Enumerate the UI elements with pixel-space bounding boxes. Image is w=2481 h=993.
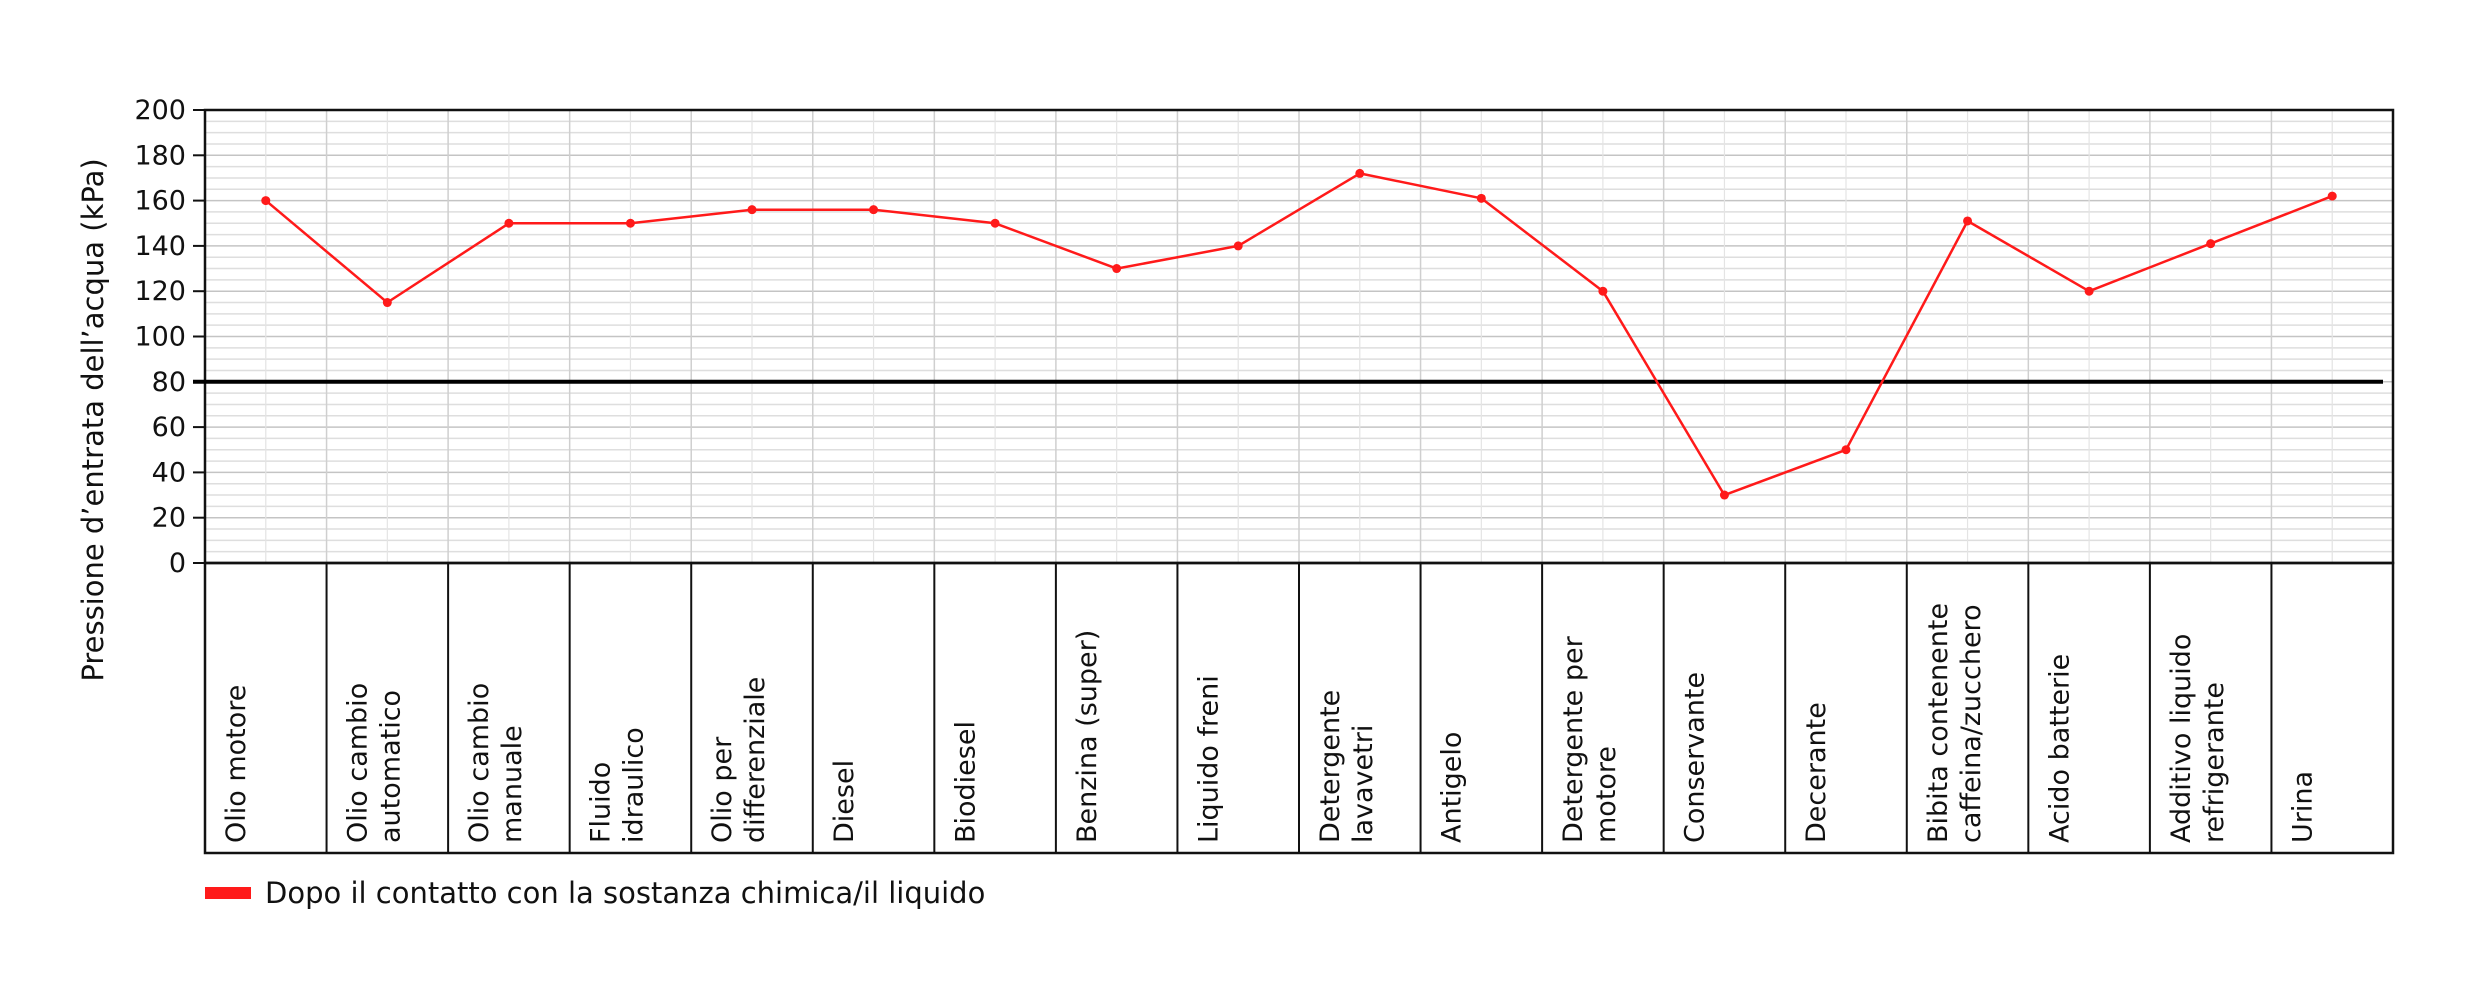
category-label-line: Conservante: [1680, 672, 1711, 843]
y-tick-label: 200: [134, 95, 186, 126]
data-point: [261, 196, 271, 206]
y-tick-label: 140: [134, 231, 186, 262]
data-point: [2206, 239, 2216, 249]
y-tick-label: 80: [152, 367, 186, 398]
y-tick-label: 160: [134, 186, 186, 217]
y-tick-label: 20: [152, 503, 186, 534]
category-label: Olio cambiomanuale: [464, 683, 528, 843]
category-label: Detergente permotore: [1558, 635, 1622, 843]
legend-label: Dopo il contatto con la sostanza chimica…: [265, 876, 985, 910]
category-label-line: Detergente per: [1558, 635, 1589, 843]
y-tick-label: 100: [134, 322, 186, 353]
category-label-line: Fluido: [586, 762, 617, 843]
data-point: [1719, 490, 1729, 500]
category-label-line: Additivo liquido: [2166, 634, 2197, 843]
data-point: [382, 298, 392, 308]
category-label-line: Acido batterie: [2044, 654, 2075, 843]
category-label-line: motore: [1591, 746, 1622, 843]
data-point: [1233, 241, 1243, 251]
category-label: Additivo liquidorefrigerante: [2166, 634, 2230, 843]
y-tick-label: 60: [152, 412, 186, 443]
category-label-line: Olio cambio: [464, 683, 495, 843]
category-label-line: automatico: [376, 690, 407, 843]
category-label-line: Olio cambio: [343, 683, 374, 843]
category-label-line: Diesel: [829, 760, 860, 843]
category-label-line: Olio per: [707, 736, 738, 843]
series-line: [264, 172, 2333, 497]
category-label-line: Decerante: [1801, 702, 1832, 843]
data-point: [869, 205, 879, 215]
data-point: [747, 205, 757, 215]
y-axis-label: Pressione d’entrata dell’acqua (kPa): [76, 158, 110, 681]
data-point: [1112, 264, 1122, 274]
category-label-line: Liquido freni: [1193, 675, 1224, 843]
category-label-line: Benzina (super): [1072, 630, 1103, 843]
category-label-line: lavavetri: [1348, 725, 1379, 843]
category-label-line: refrigerante: [2199, 682, 2230, 843]
category-label: Antigelo: [1437, 732, 1468, 843]
category-label: Biodiesel: [950, 721, 981, 843]
data-point: [625, 218, 635, 228]
category-label: Acido batterie: [2044, 654, 2075, 843]
data-point: [1476, 193, 1486, 203]
data-point: [2084, 286, 2094, 296]
y-tick-label: 180: [134, 140, 186, 171]
data-point: [990, 218, 1000, 228]
category-table: Olio motore Olio cambioautomatico Olio cam…: [203, 561, 2395, 855]
y-tick-label: 40: [152, 457, 186, 488]
category-label: Decerante: [1801, 702, 1832, 843]
category-label-line: Biodiesel: [950, 721, 981, 843]
data-point: [2327, 191, 2337, 201]
y-tick-label: 0: [169, 548, 186, 579]
category-label-line: manuale: [497, 725, 528, 843]
category-label-line: idraulico: [619, 727, 650, 843]
category-label: Fluidoidraulico: [586, 727, 650, 843]
category-label: Liquido freni: [1193, 675, 1224, 843]
category-label: Olio cambioautomatico: [343, 683, 407, 843]
category-label: Olio motore: [221, 685, 252, 843]
data-point: [504, 218, 514, 228]
y-tick-label: 120: [134, 276, 186, 307]
category-label-line: Bibita contenente: [1923, 603, 1954, 843]
category-label-line: Urina: [2287, 771, 2318, 843]
y-axis: 0 20 40 60 80 100 120 140 160 180 200: [134, 95, 205, 579]
category-label: Bibita contenentecaffeina/zucchero: [1923, 603, 1987, 843]
category-label-line: Antigelo: [1437, 732, 1468, 843]
category-label: Detergentelavavetri: [1315, 690, 1379, 843]
data-point: [1355, 168, 1365, 178]
category-label: Urina: [2287, 771, 2318, 843]
category-label-line: caffeina/zucchero: [1956, 604, 1987, 843]
data-point: [1841, 445, 1851, 455]
legend-swatch: [205, 887, 251, 899]
legend: Dopo il contatto con la sostanza chimica…: [205, 876, 985, 910]
category-label: Diesel: [829, 760, 860, 843]
category-label: Benzina (super): [1072, 630, 1103, 843]
data-point: [1598, 286, 1608, 296]
category-label: Olio perdifferenziale: [707, 677, 771, 843]
category-label: Conservante: [1680, 672, 1711, 843]
series: [261, 168, 2337, 500]
category-label-line: Detergente: [1315, 690, 1346, 843]
category-label-line: differenziale: [740, 677, 771, 843]
grid: [203, 108, 2395, 565]
category-label-line: Olio motore: [221, 685, 252, 843]
data-point: [1963, 216, 1973, 226]
